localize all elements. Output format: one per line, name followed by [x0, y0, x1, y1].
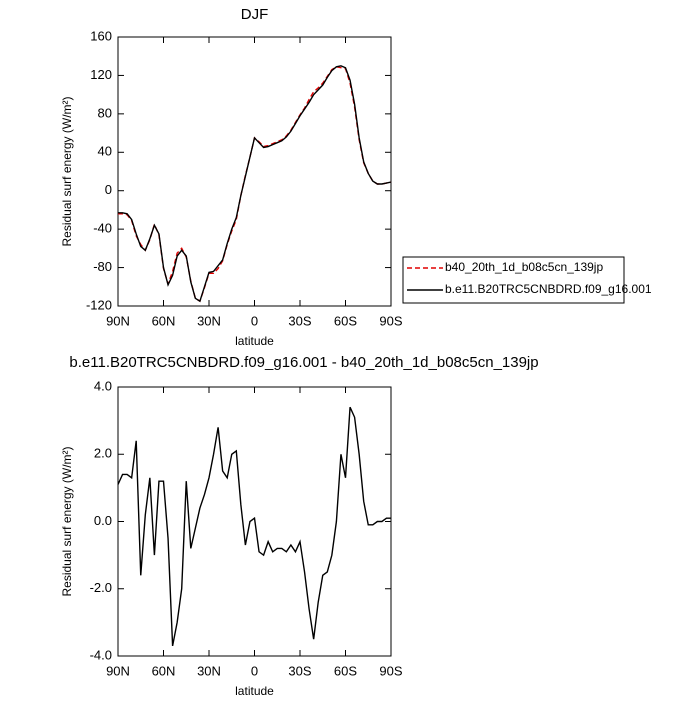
x-tick-label: 60N	[152, 663, 176, 678]
x-tick-label: 90N	[106, 313, 130, 328]
y-tick-label: 80	[98, 105, 112, 120]
x-axis-label: latitude	[235, 684, 274, 698]
y-tick-label: -4.0	[90, 647, 112, 662]
x-tick-label: 30S	[288, 313, 311, 328]
x-tick-label: 30S	[288, 663, 311, 678]
x-tick-label: 0	[251, 663, 258, 678]
y-axis-label: Residual surf energy (W/m²)	[60, 96, 74, 246]
x-tick-label: 60S	[334, 313, 357, 328]
x-tick-label: 90N	[106, 663, 130, 678]
y-tick-label: -80	[93, 259, 112, 274]
x-tick-label: 90S	[379, 663, 402, 678]
y-axis-label: Residual surf energy (W/m²)	[60, 446, 74, 596]
chart-title: DJF	[241, 6, 269, 23]
x-axis-label: latitude	[235, 334, 274, 348]
y-tick-label: 160	[90, 28, 112, 43]
legend-frame	[402, 256, 625, 304]
y-tick-label: -40	[93, 221, 112, 236]
data-line	[117, 406, 391, 647]
x-tick-label: 0	[251, 313, 258, 328]
legend-label: b.e11.B20TRC5CNBDRD.f09_g16.001	[445, 282, 652, 296]
y-tick-label: 120	[90, 67, 112, 82]
data-line	[118, 65, 392, 303]
x-tick-label: 60N	[152, 313, 176, 328]
y-tick-label: 2.0	[94, 446, 112, 461]
x-tick-label: 90S	[379, 313, 402, 328]
y-tick-label: 0	[105, 182, 112, 197]
y-tick-label: 4.0	[94, 378, 112, 393]
y-tick-label: -2.0	[90, 580, 112, 595]
data-line	[118, 66, 392, 303]
x-tick-label: 30N	[197, 663, 221, 678]
y-tick-label: -120	[86, 297, 112, 312]
y-tick-label: 0.0	[94, 513, 112, 528]
chart-title: b.e11.B20TRC5CNBDRD.f09_g16.001 - b40_20…	[69, 354, 538, 371]
x-tick-label: 60S	[334, 663, 357, 678]
x-tick-label: 30N	[197, 313, 221, 328]
plot-frame	[117, 36, 392, 307]
legend-label: b40_20th_1d_b08c5cn_139jp	[445, 260, 603, 274]
y-tick-label: 40	[98, 144, 112, 159]
